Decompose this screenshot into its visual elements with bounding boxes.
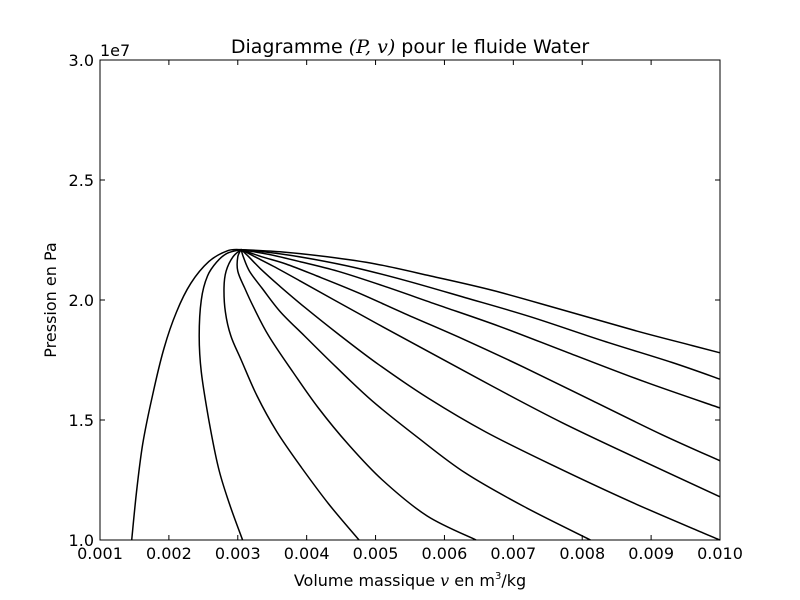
series-line-8 — [240, 248, 721, 462]
chart-title: Diagramme (P, v) pour le fluide Water — [231, 36, 589, 58]
y-tick-label: 2.0 — [69, 291, 94, 310]
series-line-1 — [130, 248, 242, 541]
series-line-4 — [236, 249, 477, 541]
isotherm-curves — [130, 248, 721, 541]
plot-frame — [99, 59, 721, 541]
series-line-6 — [240, 249, 721, 541]
y-tick-label: 1.5 — [69, 411, 94, 430]
y-tick-label: 3.0 — [69, 51, 94, 70]
x-tick-label: 0.002 — [146, 544, 192, 563]
series-line-3 — [223, 249, 360, 541]
series-line-11 — [241, 248, 721, 354]
series-line-9 — [241, 248, 721, 409]
x-tick-label: 0.003 — [215, 544, 261, 563]
x-tick-label: 0.009 — [628, 544, 674, 563]
x-axis-ticks: 0.001 0.002 0.003 0.004 0.005 0.006 0.007 0.008… — [77, 60, 743, 563]
x-tick-label: 0.008 — [559, 544, 605, 563]
y-tick-label: 2.5 — [69, 171, 94, 190]
x-tick-label: 0.005 — [353, 544, 399, 563]
x-tick-label: 0.004 — [284, 544, 330, 563]
x-tick-label: 0.007 — [490, 544, 536, 563]
x-axis-label: Volume massique v en m3/kg — [294, 571, 526, 590]
x-tick-label: 0.006 — [422, 544, 468, 563]
y-tick-label: 1.0 — [69, 531, 94, 550]
y-axis-label: Pression en Pa — [41, 242, 60, 357]
x-tick-label: 0.001 — [77, 544, 123, 563]
series-line-5 — [240, 249, 591, 541]
series-line-2 — [198, 248, 244, 541]
series-line-10 — [241, 248, 721, 380]
y-offset-label: 1e7 — [100, 41, 130, 60]
series-line-7 — [240, 248, 721, 498]
x-tick-label: 0.010 — [697, 544, 743, 563]
y-axis-ticks: 1.0 1.5 2.0 2.5 3.0 — [69, 51, 720, 550]
